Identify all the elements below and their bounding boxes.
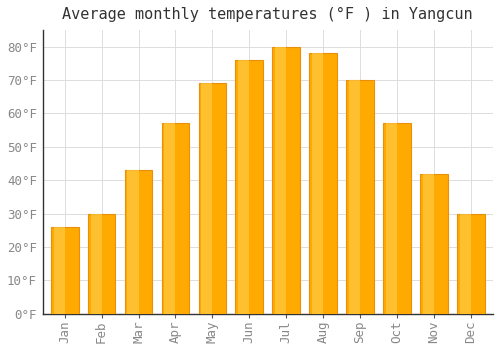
Bar bbox=[272, 47, 300, 314]
Bar bbox=[383, 124, 411, 314]
Bar bbox=[202, 83, 212, 314]
Bar bbox=[457, 214, 484, 314]
Bar bbox=[164, 124, 175, 314]
Bar bbox=[198, 83, 226, 314]
Bar bbox=[275, 47, 286, 314]
Bar bbox=[238, 60, 250, 314]
Bar bbox=[312, 54, 323, 314]
Bar bbox=[54, 227, 64, 314]
Bar bbox=[460, 214, 471, 314]
Bar bbox=[162, 124, 190, 314]
Bar bbox=[124, 170, 152, 314]
Bar bbox=[90, 214, 102, 314]
Bar bbox=[51, 227, 78, 314]
Bar bbox=[346, 80, 374, 314]
Bar bbox=[88, 214, 116, 314]
Bar bbox=[236, 60, 263, 314]
Bar bbox=[310, 54, 337, 314]
Bar bbox=[420, 174, 448, 314]
Title: Average monthly temperatures (°F ) in Yangcun: Average monthly temperatures (°F ) in Ya… bbox=[62, 7, 473, 22]
Bar bbox=[349, 80, 360, 314]
Bar bbox=[128, 170, 138, 314]
Bar bbox=[423, 174, 434, 314]
Bar bbox=[386, 124, 397, 314]
